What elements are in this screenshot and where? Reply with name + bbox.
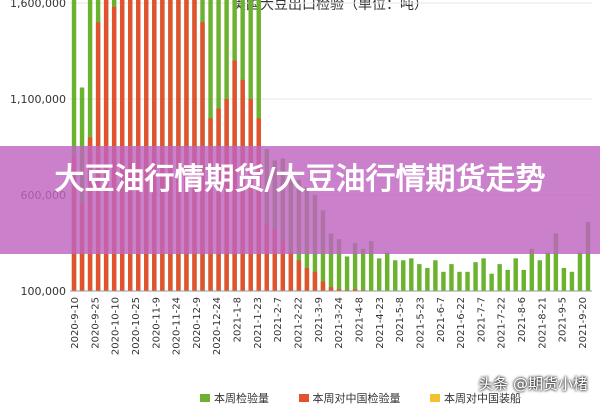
bar-total — [489, 273, 494, 291]
legend-item-red: 本周对中国检验量 — [298, 390, 401, 406]
bar-china — [312, 271, 318, 291]
x-tick-label: 2020-10-25 — [131, 297, 142, 355]
bar-total — [417, 264, 422, 291]
bar-china — [336, 289, 342, 291]
x-tick-label: 2020-11-24 — [172, 297, 183, 355]
watermark: 头条 @期货小楮 — [478, 375, 588, 393]
bar-china — [304, 267, 310, 291]
x-tick-label: 2020-12-9 — [192, 297, 203, 349]
bar-china — [144, 0, 149, 291]
bar-total — [449, 264, 454, 291]
bar-total — [457, 271, 462, 291]
bar-total — [529, 248, 534, 291]
bar-total — [561, 267, 567, 291]
x-tick-label: 2021-1-8 — [233, 297, 244, 342]
bar-china — [272, 229, 277, 291]
bar-total — [545, 252, 551, 291]
bar-total — [473, 262, 478, 291]
bar-total — [344, 256, 350, 291]
x-tick-label: 2020-10-10 — [111, 297, 122, 355]
x-tick-label: 2021-4-23 — [375, 297, 386, 349]
bar-total — [577, 252, 583, 291]
bar-china — [320, 281, 326, 291]
bar-china — [103, 0, 109, 292]
y-tick-label: 100,000 — [21, 285, 67, 298]
legend-swatch-yellow — [430, 394, 440, 402]
x-tick-label: 2020-12-24 — [212, 297, 223, 355]
x-tick-label: 2021-8-21 — [537, 297, 548, 349]
bar-china — [119, 0, 125, 291]
x-tick-label: 2021-5-23 — [415, 297, 426, 349]
banner-title: 大豆油行情期货/大豆油行情期货走势 — [54, 162, 546, 197]
bar-total — [393, 260, 398, 291]
bar-total — [553, 233, 559, 291]
x-tick-label: 2021-4-8 — [354, 297, 365, 342]
bar-total — [376, 258, 382, 291]
chart-title: 美国大豆出口检验（单位：吨） — [232, 0, 428, 13]
bar-china — [160, 0, 165, 292]
bar-total — [585, 221, 591, 291]
bar-total — [481, 258, 486, 291]
bar-china — [192, 0, 197, 291]
bar-china — [328, 287, 334, 291]
x-tick-label: 2021-2-7 — [273, 297, 284, 342]
bar-total — [521, 269, 526, 291]
bar-total — [497, 264, 502, 291]
bar-total — [537, 260, 543, 291]
bar-total — [401, 260, 406, 291]
legend-label: 本周对中国检验量 — [312, 392, 401, 405]
bar-china — [128, 0, 133, 292]
bar-total — [441, 271, 446, 291]
x-tick-label: 2021-9-20 — [578, 297, 589, 349]
bar-china — [280, 241, 286, 291]
bar-china — [168, 0, 173, 292]
bar-total — [336, 239, 342, 291]
legend-swatch-red — [298, 394, 309, 402]
bar-china — [264, 223, 269, 291]
y-tick-label: 1,600,000 — [10, 0, 66, 10]
bar-china — [296, 260, 302, 291]
x-tick-label: 2021-8-6 — [517, 297, 528, 342]
legend-label: 本周检验量 — [214, 392, 269, 405]
bar-total — [360, 248, 366, 291]
bar-china — [288, 252, 294, 291]
bar-total — [425, 267, 430, 291]
bar-total — [569, 271, 575, 291]
x-tick-label: 2020-11-9 — [151, 297, 162, 349]
x-tick-label: 2020-9-25 — [90, 297, 101, 349]
bar-china — [184, 0, 189, 292]
bar-total — [513, 258, 518, 291]
x-tick-label: 2021-3-24 — [334, 297, 345, 349]
bar-china — [136, 0, 141, 291]
bar-total — [385, 252, 390, 291]
x-tick-label: 2021-1-23 — [253, 297, 264, 349]
bar-china — [152, 0, 157, 291]
x-tick-label: 2020-9-10 — [70, 297, 81, 349]
x-tick-label: 2021-6-7 — [436, 297, 447, 342]
x-tick-label: 2021-7-7 — [476, 297, 487, 342]
bar-china — [352, 289, 358, 291]
bar-total — [409, 258, 414, 291]
x-tick-label: 2021-5-8 — [395, 297, 406, 342]
bar-china — [176, 0, 181, 291]
bar-total — [368, 241, 374, 291]
bar-total — [505, 269, 510, 291]
x-tick-label: 2021-9-5 — [558, 297, 569, 342]
x-axis: 2020-9-10 2020-9-25 2020-10-10 2020-10-25 20… — [70, 290, 592, 355]
bar-total — [352, 243, 358, 291]
bar-total — [465, 271, 470, 291]
y-tick-label: 1,100,000 — [10, 93, 66, 106]
x-tick-label: 2021-6-22 — [456, 297, 467, 349]
legend-swatch-green — [200, 394, 210, 402]
bar-total — [328, 233, 334, 291]
bar-total — [71, 0, 77, 291]
x-tick-label: 2021-2-22 — [294, 297, 305, 349]
legend-item-green: 本周检验量 — [200, 390, 269, 406]
bar-total — [433, 260, 438, 291]
x-tick-label: 2021-3-9 — [314, 297, 325, 342]
title-banner — [0, 146, 600, 254]
x-tick-label: 2021-7-22 — [497, 297, 508, 349]
